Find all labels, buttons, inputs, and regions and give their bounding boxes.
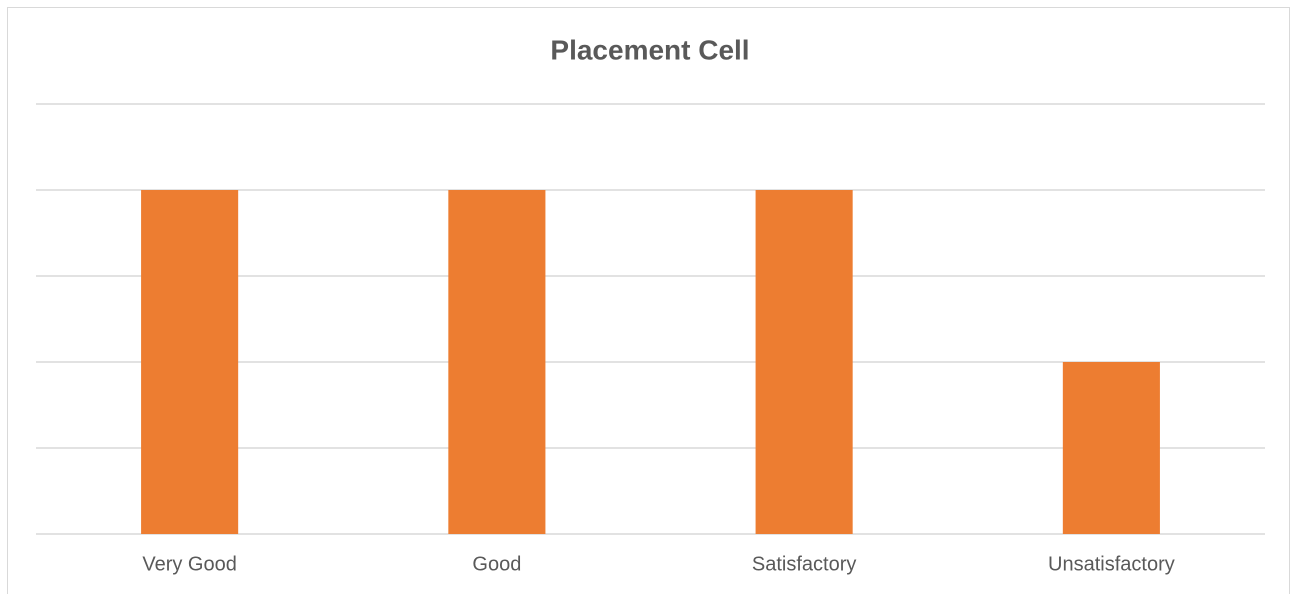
bar: [755, 190, 853, 534]
chart-title: Placement Cell: [550, 34, 749, 65]
x-tick-label: Unsatisfactory: [1048, 553, 1175, 575]
bar: [1062, 362, 1160, 534]
bar: [141, 190, 239, 534]
x-tick-label: Satisfactory: [752, 553, 856, 575]
x-tick-label: Very Good: [142, 553, 237, 575]
x-tick-label: Good: [472, 553, 521, 575]
bar: [448, 190, 546, 534]
